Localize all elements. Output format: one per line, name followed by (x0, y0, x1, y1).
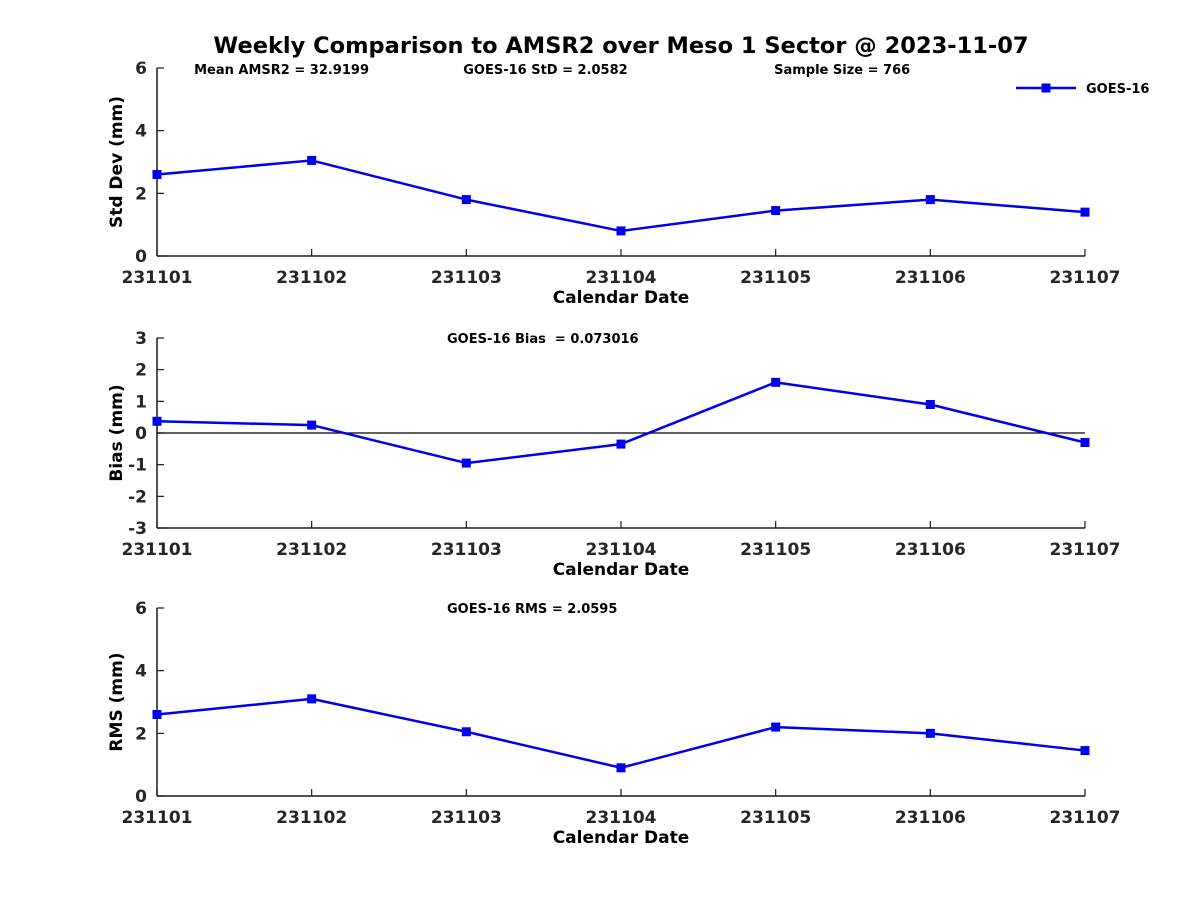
bias-x-tick-label: 231103 (431, 540, 502, 560)
bias-x-axis-label: Calendar Date (553, 560, 690, 580)
bias-y-tick-label: -3 (128, 519, 147, 539)
std-dev-data-marker (616, 226, 626, 236)
std-dev-annotation: GOES-16 StD = 2.0582 (463, 63, 627, 78)
rms-series-line (156, 697, 1086, 770)
bias-data-marker (461, 458, 471, 468)
std-dev-annotation: Sample Size = 766 (774, 63, 910, 78)
rms-y-tick-label: 0 (135, 787, 147, 807)
charts-root: 0 2 4 6 231101 231102 231103 231104 231105 231106… (107, 59, 1149, 848)
rms-data-marker (152, 710, 162, 720)
bias-data-marker (616, 439, 626, 449)
rms-x-tick-label: 231104 (586, 808, 657, 828)
std-dev-data-marker (152, 170, 162, 180)
std-dev-x-tick-label: 231101 (122, 268, 193, 288)
std-dev-y-tick-label: 0 (135, 247, 147, 267)
bias-x-tick-label: 231104 (586, 540, 657, 560)
std-dev-x-tick-label: 231102 (276, 268, 347, 288)
std-dev-data-marker (771, 206, 781, 216)
legend-marker (1041, 83, 1051, 93)
std-dev-data-marker (1080, 207, 1090, 217)
std-dev-x-tick-label: 231103 (431, 268, 502, 288)
std-dev-x-tick-label: 231105 (740, 268, 811, 288)
rms-y-tick-label: 2 (135, 724, 147, 744)
std-dev-x-tick-label: 231107 (1050, 268, 1121, 288)
bias-x-tick-label: 231102 (276, 540, 347, 560)
std-dev-y-tick-label: 4 (135, 122, 147, 142)
std-dev-x-tick-label: 231104 (586, 268, 657, 288)
bias-y-tick-label: -2 (128, 487, 147, 507)
bias-y-tick-label: 1 (135, 392, 147, 412)
chart-rms: 0 2 4 6 231101 231102 231103 231104 231105 231106… (107, 599, 1120, 848)
std-dev-y-axis-label: Std Dev (mm) (107, 96, 127, 228)
std-dev-data-marker (461, 195, 471, 205)
bias-y-tick-label: 0 (135, 424, 147, 444)
std-dev-annotation: Mean AMSR2 = 32.9199 (194, 63, 369, 78)
std-dev-y-tick-label: 6 (135, 59, 147, 79)
rms-x-tick-label: 231101 (122, 808, 193, 828)
rms-x-tick-label: 231102 (276, 808, 347, 828)
rms-y-axis-label: RMS (mm) (107, 652, 127, 751)
std-dev-y-tick-label: 2 (135, 184, 147, 204)
bias-y-tick-label: 2 (135, 361, 147, 381)
bias-subplot-title: GOES-16 Bias = 0.073016 (447, 332, 639, 347)
rms-x-tick-label: 231103 (431, 808, 502, 828)
rms-data-marker (307, 694, 317, 704)
rms-data-marker (1080, 746, 1090, 756)
bias-y-tick-label: -1 (128, 456, 147, 476)
bias-data-marker (771, 377, 781, 387)
rms-data-marker (925, 728, 935, 738)
rms-data-marker (461, 727, 471, 737)
rms-x-tick-label: 231106 (895, 808, 966, 828)
figure-title: Weekly Comparison to AMSR2 over Meso 1 S… (213, 33, 1028, 59)
rms-data-marker (771, 722, 781, 732)
bias-series-line (156, 381, 1086, 465)
rms-x-axis-label: Calendar Date (553, 828, 690, 848)
bias-x-tick-label: 231101 (122, 540, 193, 560)
std-dev-x-axis-label: Calendar Date (553, 288, 690, 308)
bias-x-tick-label: 231105 (740, 540, 811, 560)
legend-label: GOES-16 (1086, 82, 1149, 97)
std-dev-data-marker (925, 195, 935, 205)
bias-data-marker (925, 400, 935, 409)
chart-std-dev: 0 2 4 6 231101 231102 231103 231104 231105 231106… (107, 59, 1149, 308)
bias-data-marker (1080, 438, 1090, 447)
bias-x-tick-label: 231107 (1050, 540, 1121, 560)
bias-y-tick-label: 3 (135, 329, 147, 349)
rms-y-tick-label: 6 (135, 599, 147, 619)
bias-x-tick-label: 231106 (895, 540, 966, 560)
rms-x-tick-label: 231105 (740, 808, 811, 828)
std-dev-data-marker (307, 155, 317, 165)
rms-x-tick-label: 231107 (1050, 808, 1121, 828)
rms-y-tick-label: 4 (135, 662, 147, 682)
bias-data-marker (307, 420, 317, 430)
rms-data-marker (616, 763, 626, 773)
rms-subplot-title: GOES-16 RMS = 2.0595 (447, 602, 617, 617)
chart-bias: -3 -2 -1 0 1 2 3 231101 231102 231103 231104 231105… (107, 329, 1120, 580)
bias-y-axis-label: Bias (mm) (107, 384, 127, 481)
std-dev-series-line (156, 159, 1086, 233)
std-dev-x-tick-label: 231106 (895, 268, 966, 288)
bias-data-marker (152, 416, 162, 426)
